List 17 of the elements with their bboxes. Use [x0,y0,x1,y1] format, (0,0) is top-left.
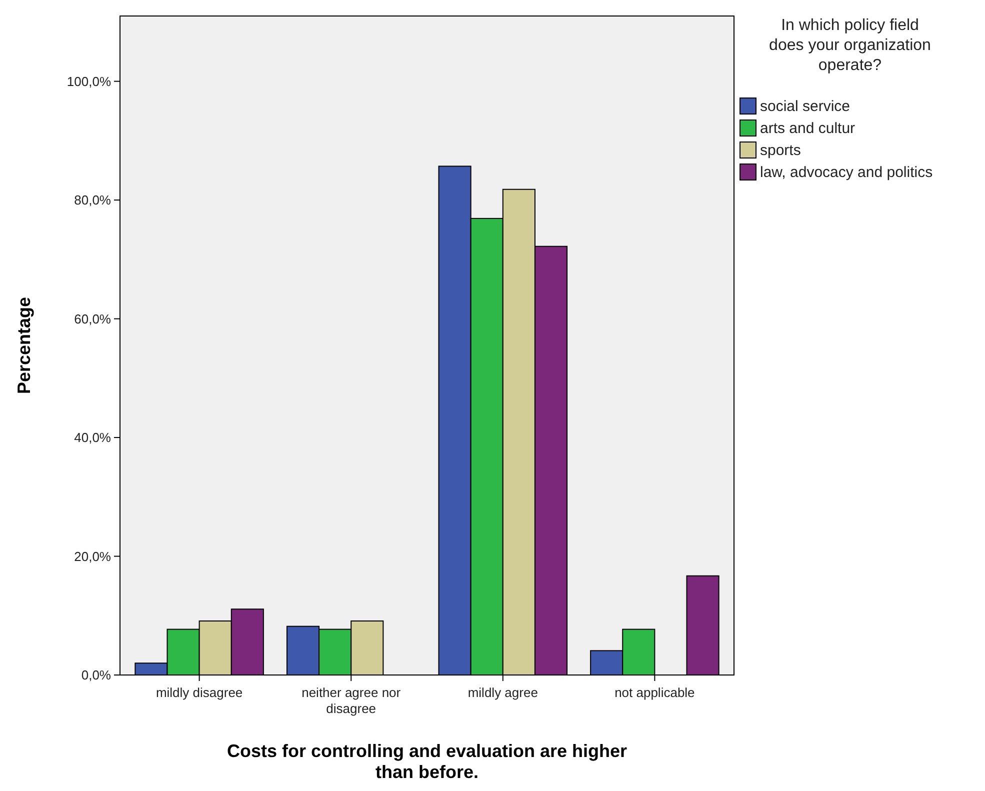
legend-label: law, advocacy and politics [760,164,933,181]
y-axis-title: Percentage [14,296,34,394]
y-tick-label: 0,0% [81,668,112,683]
x-tick-label: mildly disagree [156,685,243,700]
legend-label: social service [760,98,850,115]
y-tick-label: 40,0% [74,430,112,446]
y-tick-label: 80,0% [74,192,112,208]
x-tick-label: mildly agree [468,685,538,700]
y-tick-label: 60,0% [74,311,112,326]
legend-label: sports [760,142,801,159]
legend-label: arts and cultur [760,120,856,137]
x-tick-label: neither agree nor disagree [302,685,402,716]
x-tick-label: not applicable [614,685,695,700]
legend-title: In which policy field does your organization operate? [769,17,931,74]
y-tick-label: 20,0% [74,548,112,564]
x-axis-title: Costs for controlling and evaluation are higher than before. [226,741,628,782]
y-tick-label: 100,0% [66,74,112,89]
